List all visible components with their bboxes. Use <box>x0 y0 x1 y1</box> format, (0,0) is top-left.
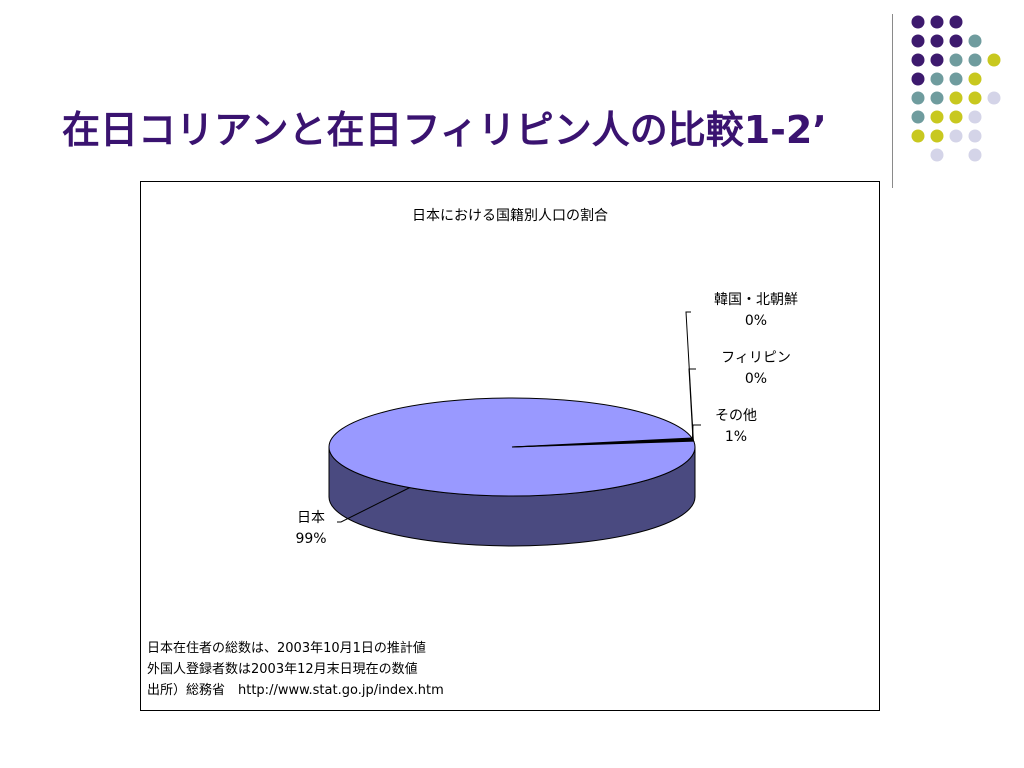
leader-line-japan <box>337 487 410 523</box>
pie-chart <box>328 311 701 547</box>
decorative-dot <box>930 148 944 162</box>
decorative-dot <box>930 129 944 143</box>
decorative-dot <box>930 72 944 86</box>
slice-percent-other: 1% <box>724 429 748 445</box>
slice-percent-japan: 99% <box>295 531 327 547</box>
chart-title: 日本における国籍別人口の割合 <box>412 208 608 224</box>
decorative-dot <box>911 72 925 86</box>
slice-percent-philippines: 0% <box>744 371 768 387</box>
slice-other <box>511 437 694 448</box>
decorative-dot <box>949 15 963 29</box>
slice-label-other: その他 1% <box>696 406 776 448</box>
decorative-dot <box>930 53 944 67</box>
decorative-divider <box>892 14 893 188</box>
decorative-dot <box>949 91 963 105</box>
leader-line-philippines <box>688 368 696 440</box>
decorative-dot <box>911 34 925 48</box>
decorative-dot <box>911 91 925 105</box>
chart-frame: 日本における国籍別人口の割合 韓国・北朝鮮 0% フィリピン 0% その他 1%… <box>140 181 880 711</box>
footnotes: 日本在住者の総数は、2003年10月1日の推計値 外国人登録者数は2003年12… <box>147 638 444 701</box>
decorative-dot <box>968 129 982 143</box>
decorative-dot <box>949 72 963 86</box>
decorative-dot <box>949 53 963 67</box>
decorative-dot <box>949 129 963 143</box>
decorative-dot <box>930 34 944 48</box>
decorative-dot <box>911 110 925 124</box>
decorative-dot <box>930 15 944 29</box>
footnote-line: 出所）総務省 http://www.stat.go.jp/index.htm <box>147 683 444 698</box>
slice-name-philippines: フィリピン <box>721 350 791 366</box>
slice-name-other: その他 <box>715 408 757 424</box>
decorative-dot <box>968 34 982 48</box>
decorative-dot <box>968 53 982 67</box>
decorative-dot <box>911 15 925 29</box>
decorative-dot <box>968 148 982 162</box>
decorative-dot <box>930 110 944 124</box>
decorative-dot <box>949 110 963 124</box>
decorative-dot-grid <box>911 15 1001 162</box>
leader-line-other <box>691 424 701 439</box>
decorative-dot <box>987 53 1001 67</box>
decorative-dot <box>968 110 982 124</box>
slice-name-korea: 韓国・北朝鮮 <box>714 292 798 308</box>
decorative-dot <box>930 91 944 105</box>
footnote-line: 外国人登録者数は2003年12月末日現在の数値 <box>147 662 418 677</box>
decorative-dot <box>911 129 925 143</box>
slide-title: 在日コリアンと在日フィリピン人の比較1-2’ <box>62 108 827 152</box>
footnote-line: 日本在住者の総数は、2003年10月1日の推計値 <box>147 641 426 656</box>
decorative-dot <box>949 34 963 48</box>
slice-label-korea: 韓国・北朝鮮 0% <box>696 290 816 332</box>
decorative-dot <box>968 91 982 105</box>
slice-label-japan: 日本 99% <box>281 508 341 550</box>
decorative-dot <box>911 53 925 67</box>
decorative-dot <box>968 72 982 86</box>
slice-percent-korea: 0% <box>744 313 768 329</box>
decorative-dot <box>987 91 1001 105</box>
slice-label-philippines: フィリピン 0% <box>696 348 816 390</box>
slice-name-japan: 日本 <box>297 510 325 526</box>
